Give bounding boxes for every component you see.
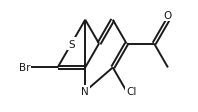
Text: N: N [81,87,89,96]
Text: S: S [68,39,75,49]
Text: Cl: Cl [127,87,137,96]
Text: O: O [164,11,172,20]
Text: Br: Br [19,63,30,73]
